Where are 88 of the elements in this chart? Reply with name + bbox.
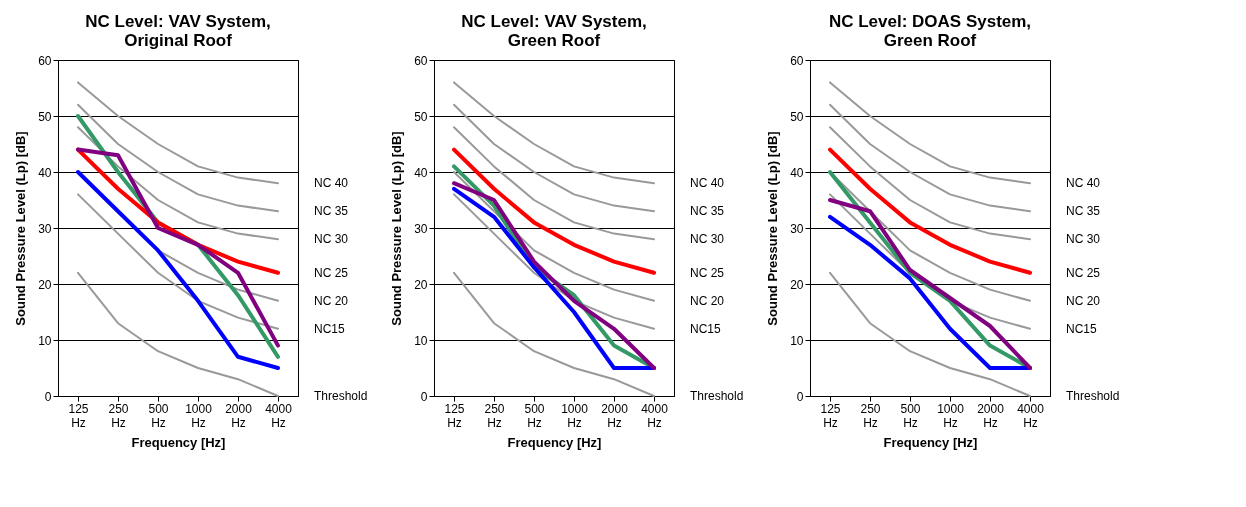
y-tick-label: 50 (38, 109, 52, 124)
text: Threshold (1066, 389, 1120, 403)
y-tick-label: 0 (420, 389, 428, 404)
x-tick-label: 125 Hz (68, 401, 89, 430)
y-tick-label: 20 (414, 277, 428, 292)
x-tick-label: 250 Hz (860, 401, 881, 430)
x-tick-label: 2000 Hz (601, 401, 629, 430)
y-tick-label: 0 (44, 389, 52, 404)
text: Threshold (690, 389, 744, 403)
text: NC 20 (1066, 293, 1101, 308)
y-tick-label: 10 (790, 333, 804, 348)
x-tick-label: 1000 Hz (561, 401, 589, 430)
x-axis-title: Frequency [Hz] (507, 434, 602, 450)
line-series (77, 271, 279, 397)
text: NC15 (314, 321, 346, 336)
line-series (77, 81, 279, 185)
x-tick-label: 1000 Hz (185, 401, 213, 430)
line-series (77, 126, 279, 241)
x-axis-title: Frequency [Hz] (131, 434, 226, 450)
text: NC 30 (1066, 232, 1101, 247)
chart-title: NC Level: VAV System, Original Roof (85, 12, 271, 50)
text: NC 35 (1066, 204, 1101, 219)
y-tick-label: 60 (38, 53, 52, 68)
y-tick-label: 30 (414, 221, 428, 236)
text: NC 40 (1066, 176, 1101, 191)
line-series (453, 193, 655, 330)
x-tick-label: 4000 Hz (1017, 401, 1045, 430)
text: NC 30 (314, 232, 349, 247)
y-tick-label: 50 (790, 109, 804, 124)
y-tick-label: 40 (414, 165, 428, 180)
text: NC 30 (690, 232, 725, 247)
text: NC15 (1066, 321, 1098, 336)
line-series (453, 103, 655, 213)
text: NC 20 (690, 293, 725, 308)
x-tick-label: 4000 Hz (265, 401, 293, 430)
y-tick-label: 40 (790, 165, 804, 180)
x-tick-label: 500 Hz (524, 401, 545, 430)
y-tick-label: 30 (790, 221, 804, 236)
y-tick-label: 10 (414, 333, 428, 348)
text: NC15 (690, 321, 722, 336)
line-series (829, 271, 1031, 397)
y-tick-label: 20 (790, 277, 804, 292)
text: NC 40 (690, 176, 725, 191)
line-series (829, 81, 1031, 185)
x-tick-label: 1000 Hz (937, 401, 965, 430)
line-series (453, 271, 655, 397)
x-tick-label: 2000 Hz (225, 401, 253, 430)
x-tick-label: 125 Hz (444, 401, 465, 430)
y-tick-label: 20 (38, 277, 52, 292)
y-tick-label: 0 (796, 389, 804, 404)
chart-title: NC Level: VAV System, Green Roof (461, 12, 647, 50)
y-tick-label: 60 (790, 53, 804, 68)
text: NC 35 (314, 204, 349, 219)
line-series (453, 81, 655, 185)
x-axis-title: Frequency [Hz] (883, 434, 978, 450)
x-tick-label: 125 Hz (820, 401, 841, 430)
text: Threshold (314, 389, 368, 403)
line-series (453, 126, 655, 241)
x-tick-label: 250 Hz (108, 401, 129, 430)
line-series (453, 171, 655, 302)
x-tick-label: 500 Hz (900, 401, 921, 430)
text: NC 25 (314, 265, 349, 280)
y-tick-label: 10 (38, 333, 52, 348)
line-series (76, 147, 280, 348)
text: NC 25 (1066, 265, 1101, 280)
y-axis-title: Sound Pressure Level (Lp) [dB] (389, 131, 405, 326)
line-series (77, 193, 279, 330)
x-tick-label: 250 Hz (484, 401, 505, 430)
x-tick-label: 2000 Hz (977, 401, 1005, 430)
text: NC 35 (690, 204, 725, 219)
line-series (76, 170, 280, 370)
line-series (828, 147, 1032, 275)
y-tick-label: 50 (414, 109, 428, 124)
x-tick-label: 4000 Hz (641, 401, 669, 430)
chart-title: NC Level: DOAS System, Green Roof (828, 12, 1032, 50)
y-tick-label: 60 (414, 53, 428, 68)
y-tick-label: 40 (38, 165, 52, 180)
line-series (829, 126, 1031, 241)
line-series (77, 103, 279, 213)
x-tick-label: 500 Hz (148, 401, 169, 430)
line-series (829, 103, 1031, 213)
y-axis-title: Sound Pressure Level (Lp) [dB] (13, 131, 29, 326)
text: NC 20 (314, 293, 349, 308)
y-axis-title: Sound Pressure Level (Lp) [dB] (765, 131, 781, 326)
y-tick-label: 30 (38, 221, 52, 236)
text: NC 40 (314, 176, 349, 191)
line-series (452, 147, 656, 275)
text: NC 25 (690, 265, 725, 280)
